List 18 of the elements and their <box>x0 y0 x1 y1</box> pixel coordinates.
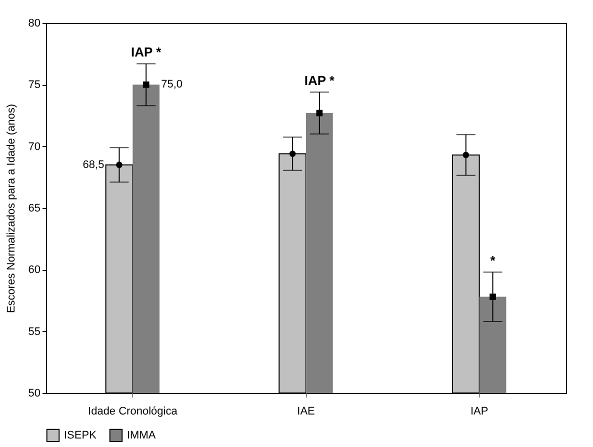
data-label: 75,0 <box>161 78 183 91</box>
x-tick-label: IAE <box>297 406 315 418</box>
legend-label: IMMA <box>127 429 156 442</box>
x-tick-label: IAP <box>470 406 488 418</box>
annotation: * <box>490 253 496 268</box>
annotation: IAP * <box>131 44 162 60</box>
annotation: IAP * <box>304 73 336 88</box>
x-tick-label: Idade Cronológica <box>88 406 178 418</box>
y-tick-label: 50 <box>28 388 40 400</box>
y-tick-label: 55 <box>28 326 40 338</box>
y-tick-label: 75 <box>28 79 40 92</box>
y-tick-label: 60 <box>28 264 40 276</box>
y-axis-title: Escores Normalizados para a Idade (anos) <box>5 104 18 314</box>
legend-label: ISEPK <box>64 429 98 442</box>
y-tick-label: 65 <box>28 202 40 214</box>
data-label: 68,5 <box>82 158 104 171</box>
y-tick-label: 70 <box>28 140 40 153</box>
y-tick-label: 80 <box>28 18 40 30</box>
